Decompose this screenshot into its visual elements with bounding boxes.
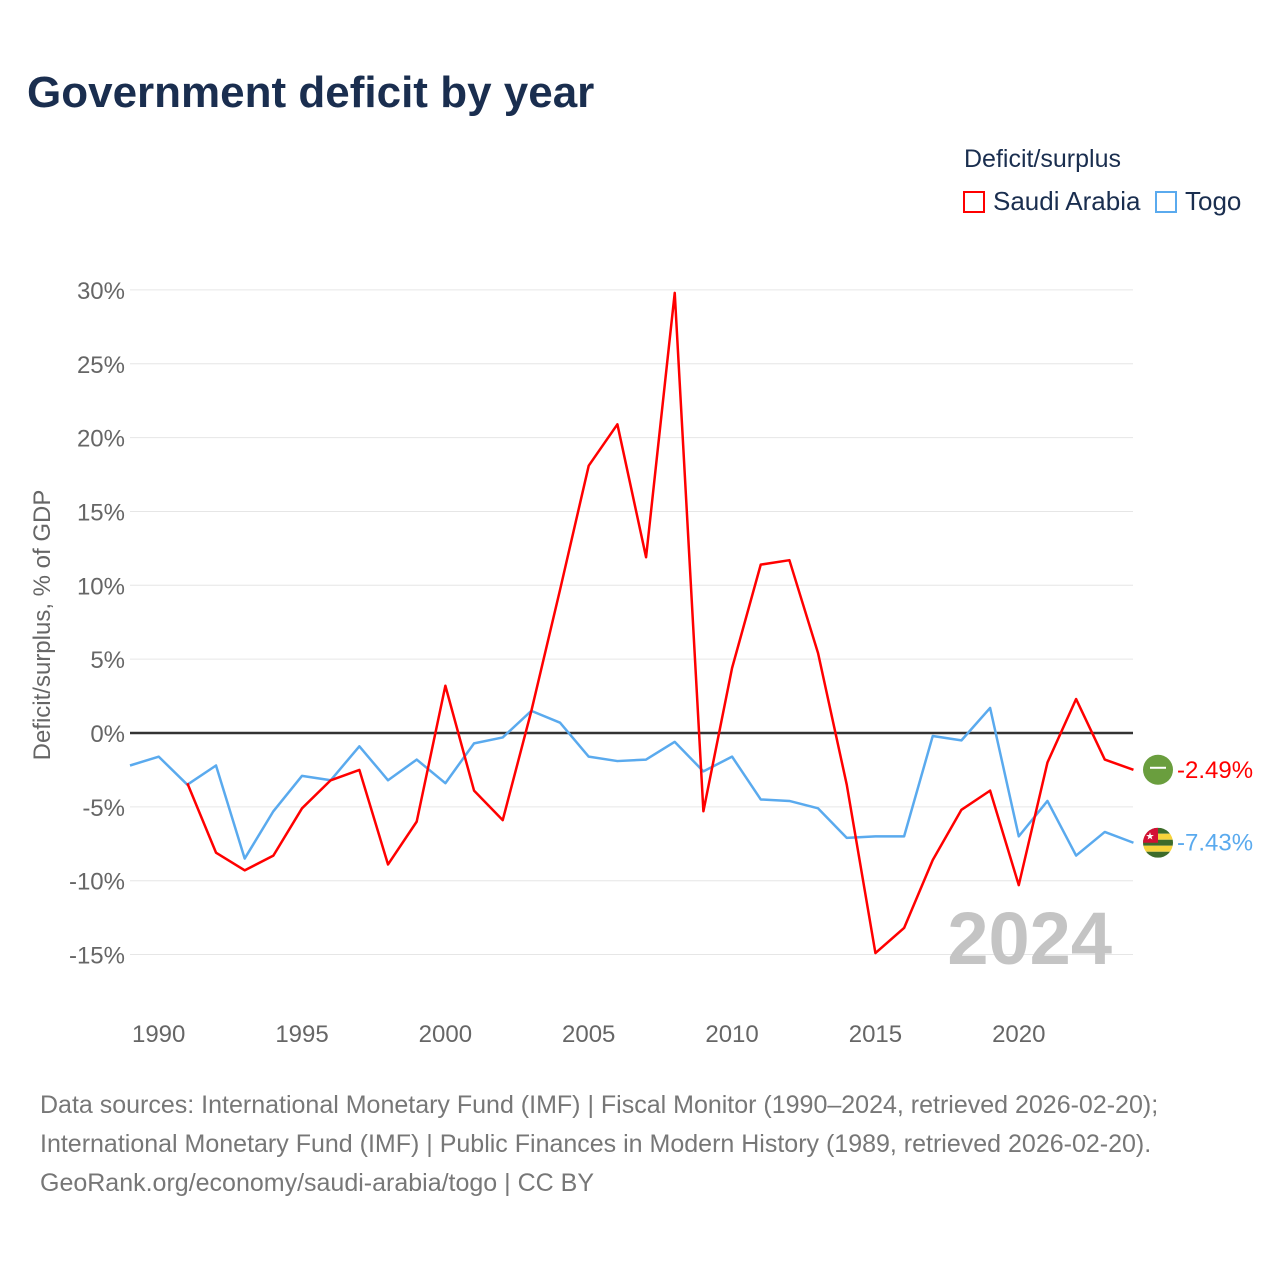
x-tick-label: 2005 — [562, 1021, 615, 1048]
saudi-arabia-flag-icon — [1143, 754, 1173, 785]
y-tick-label: 0% — [90, 721, 125, 748]
x-tick-label: 2010 — [705, 1021, 758, 1048]
y-tick-label: 10% — [77, 573, 125, 600]
legend-item-saudi-arabia[interactable]: Saudi Arabia — [963, 186, 1140, 217]
flag-emblem — [1150, 766, 1166, 769]
chart-title: Government deficit by year — [27, 68, 595, 117]
source-line: International Monetary Fund (IMF) | Publ… — [40, 1130, 1152, 1158]
y-tick-label: 20% — [77, 426, 125, 453]
legend-item-togo[interactable]: Togo — [1155, 186, 1241, 217]
legend-label: Saudi Arabia — [993, 186, 1141, 216]
legend-swatch — [1155, 190, 1177, 213]
legend-label: Togo — [1185, 186, 1242, 216]
x-tick-label: 2015 — [849, 1021, 902, 1048]
end-value-label: -7.43% — [1177, 830, 1253, 857]
series-line-togo — [129, 706, 1134, 860]
legend-title: Deficit/surplus — [964, 145, 1121, 173]
togo-flag-icon: ★ — [1143, 827, 1173, 858]
x-tick-label: 1995 — [275, 1021, 328, 1048]
source-line: Data sources: International Monetary Fun… — [40, 1091, 1159, 1119]
x-tick-label: 2020 — [992, 1021, 1045, 1048]
line-chart: 30% 25% 20% 15% 10% 5% 0% -5% -10% -15% 1990 1995 20… — [29, 278, 1253, 1048]
y-tick-label: -5% — [82, 795, 125, 822]
year-watermark: 2024 — [947, 897, 1112, 980]
y-axis-label: Deficit/surplus, % of GDP — [29, 490, 56, 761]
y-tick-label: 5% — [90, 647, 125, 674]
legend-swatch — [963, 190, 985, 213]
source-link[interactable]: GeoRank.org/economy/saudi-arabia/togo | … — [40, 1169, 595, 1197]
x-tick-label: 2000 — [419, 1021, 472, 1048]
series-line-saudi-arabia — [186, 291, 1134, 955]
y-tick-label: 30% — [77, 278, 125, 305]
end-value-label: -2.49% — [1177, 757, 1253, 784]
y-tick-label: -10% — [69, 869, 125, 896]
y-tick-label: -15% — [69, 943, 125, 970]
svg-text:★: ★ — [1146, 832, 1155, 843]
x-tick-label: 1990 — [132, 1021, 185, 1048]
y-tick-label: 15% — [77, 499, 125, 526]
y-tick-label: 25% — [77, 352, 125, 379]
